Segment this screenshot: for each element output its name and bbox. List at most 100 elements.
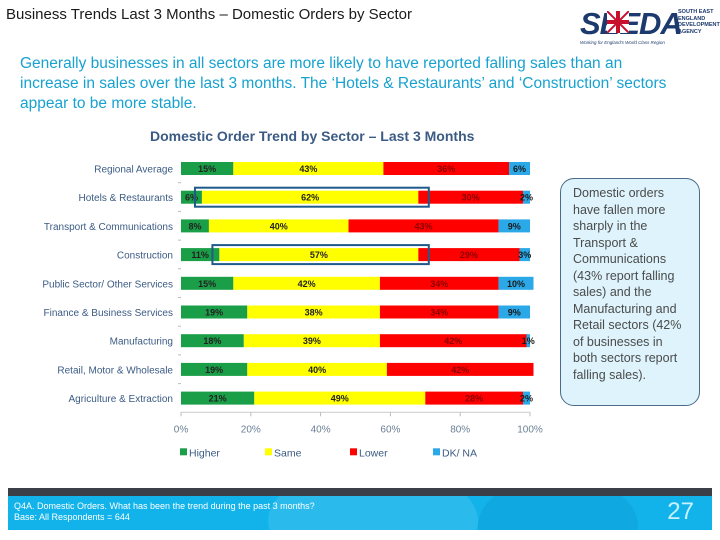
x-tick-label: 0% bbox=[174, 424, 189, 435]
data-label: 36% bbox=[437, 164, 455, 174]
bar-segment-same bbox=[233, 162, 384, 175]
category-label: Hotels & Restaurants bbox=[79, 193, 174, 204]
footer-decoration bbox=[478, 496, 638, 530]
data-label: 15% bbox=[198, 279, 216, 289]
category-label: Regional Average bbox=[94, 165, 173, 176]
slide-title: Business Trends Last 3 Months – Domestic… bbox=[6, 6, 413, 23]
bar-segment-higher bbox=[181, 248, 220, 262]
bar-segment-same bbox=[247, 305, 380, 319]
bar-segment-higher bbox=[181, 391, 255, 405]
data-label: 2% bbox=[520, 193, 533, 203]
data-label: 3% bbox=[518, 250, 531, 260]
logo-tagline: Working for England's World Class Region bbox=[580, 40, 665, 45]
data-label: 8% bbox=[188, 221, 201, 231]
data-label: 6% bbox=[185, 193, 198, 203]
legend-label: Lower bbox=[359, 447, 388, 459]
union-flag-icon bbox=[607, 11, 629, 33]
bar-segment-higher bbox=[181, 362, 248, 376]
bar-segment-lower bbox=[383, 162, 510, 175]
data-label: 42% bbox=[298, 279, 316, 289]
category-label: Retail, Motor & Wholesale bbox=[57, 365, 173, 376]
data-label: 9% bbox=[508, 308, 521, 318]
bar-segment-lower bbox=[379, 276, 499, 290]
bar-segment-same bbox=[247, 362, 387, 376]
bar-segment-higher bbox=[181, 276, 234, 290]
legend-swatch bbox=[433, 448, 440, 456]
bar-segment-lower bbox=[379, 305, 499, 319]
bar-segment-dk-na bbox=[519, 248, 530, 262]
bar-segment-same bbox=[219, 248, 419, 262]
data-label: 11% bbox=[191, 250, 209, 260]
data-label: 57% bbox=[310, 250, 328, 260]
x-tick-label: 20% bbox=[241, 424, 261, 435]
bar-segment-dk-na bbox=[523, 190, 530, 204]
x-tick-label: 100% bbox=[517, 424, 543, 435]
bar-segment-dk-na bbox=[526, 334, 530, 348]
base-text: Base: All Respondents = 644 bbox=[14, 512, 130, 522]
bar-segment-dk-na bbox=[498, 305, 530, 319]
legend-label: Same bbox=[274, 447, 302, 459]
x-tick-label: 80% bbox=[450, 424, 470, 435]
logo-agency-text: SOUTH EAST ENGLAND DEVELOPMENT AGENCY bbox=[678, 9, 720, 35]
agency-line: DEVELOPMENT bbox=[678, 22, 720, 28]
bar-segment-dk-na bbox=[509, 162, 530, 175]
legend-swatch bbox=[350, 448, 357, 456]
bar-segment-higher bbox=[181, 219, 209, 233]
highlight-box bbox=[193, 186, 430, 208]
bar-segment-lower bbox=[379, 334, 527, 348]
stacked-bar-chart: Regional Average 15% 43% 36% 6% Hotels & Rest… bbox=[42, 162, 543, 459]
data-label: 10% bbox=[507, 279, 525, 289]
data-label: 40% bbox=[270, 221, 288, 231]
x-tick-label: 40% bbox=[311, 424, 331, 435]
data-label: 43% bbox=[415, 221, 433, 231]
bar-segment-higher bbox=[181, 305, 248, 319]
bar-segment-same bbox=[201, 190, 419, 204]
bar-segment-lower bbox=[418, 248, 520, 262]
bar-segment-same bbox=[254, 391, 426, 405]
bar-segment-lower bbox=[348, 219, 499, 233]
bar-segment-higher bbox=[181, 334, 244, 348]
legend-label: Higher bbox=[189, 447, 220, 459]
data-label: 18% bbox=[203, 336, 221, 346]
data-label: 34% bbox=[430, 279, 448, 289]
bar-segment-dk-na bbox=[523, 391, 530, 405]
bar-segment-lower bbox=[425, 391, 524, 405]
footer-notes: Q4A. Domestic Orders. What has been the … bbox=[14, 501, 315, 523]
data-label: 30% bbox=[462, 193, 480, 203]
bar-segment-higher bbox=[181, 190, 202, 204]
callout-box: Domestic orders have fallen more sharply… bbox=[560, 178, 700, 406]
seeda-logo: SEEDA SOUTH EAST ENGLAND DEVELOPMENT AGE… bbox=[580, 6, 720, 46]
data-label: 15% bbox=[198, 164, 216, 174]
data-label: 40% bbox=[308, 365, 326, 375]
data-label: 29% bbox=[460, 250, 478, 260]
x-tick-label: 60% bbox=[380, 424, 400, 435]
bar-segment-dk-na bbox=[498, 219, 530, 233]
legend-swatch bbox=[265, 448, 272, 456]
bar-segment-lower bbox=[386, 362, 534, 376]
page-number: 27 bbox=[667, 498, 694, 525]
agency-line: AGENCY bbox=[678, 28, 702, 35]
data-label: 19% bbox=[205, 365, 223, 375]
bar-segment-same bbox=[243, 334, 380, 348]
footer-bar: Q4A. Domestic Orders. What has been the … bbox=[8, 496, 712, 530]
bar-segment-same bbox=[233, 276, 380, 290]
highlight-box bbox=[211, 244, 430, 266]
category-label: Transport & Communications bbox=[44, 222, 173, 233]
category-label: Finance & Business Services bbox=[43, 308, 173, 319]
category-label: Manufacturing bbox=[110, 337, 173, 348]
data-label: 19% bbox=[205, 308, 223, 318]
footer-divider bbox=[8, 488, 712, 496]
agency-line: SOUTH EAST bbox=[678, 9, 714, 15]
bar-segment-dk-na bbox=[498, 276, 534, 290]
agency-line: ENGLAND bbox=[678, 15, 706, 22]
data-label: 6% bbox=[513, 164, 526, 174]
category-label: Public Sector/ Other Services bbox=[42, 279, 173, 290]
data-label: 42% bbox=[451, 365, 469, 375]
footer-decoration bbox=[268, 496, 478, 530]
data-label: 43% bbox=[299, 164, 317, 174]
legend-swatch bbox=[180, 448, 187, 456]
data-label: 62% bbox=[301, 193, 319, 203]
data-label: 42% bbox=[444, 336, 462, 346]
bar-segment-higher bbox=[181, 162, 234, 175]
category-label: Construction bbox=[117, 251, 173, 262]
